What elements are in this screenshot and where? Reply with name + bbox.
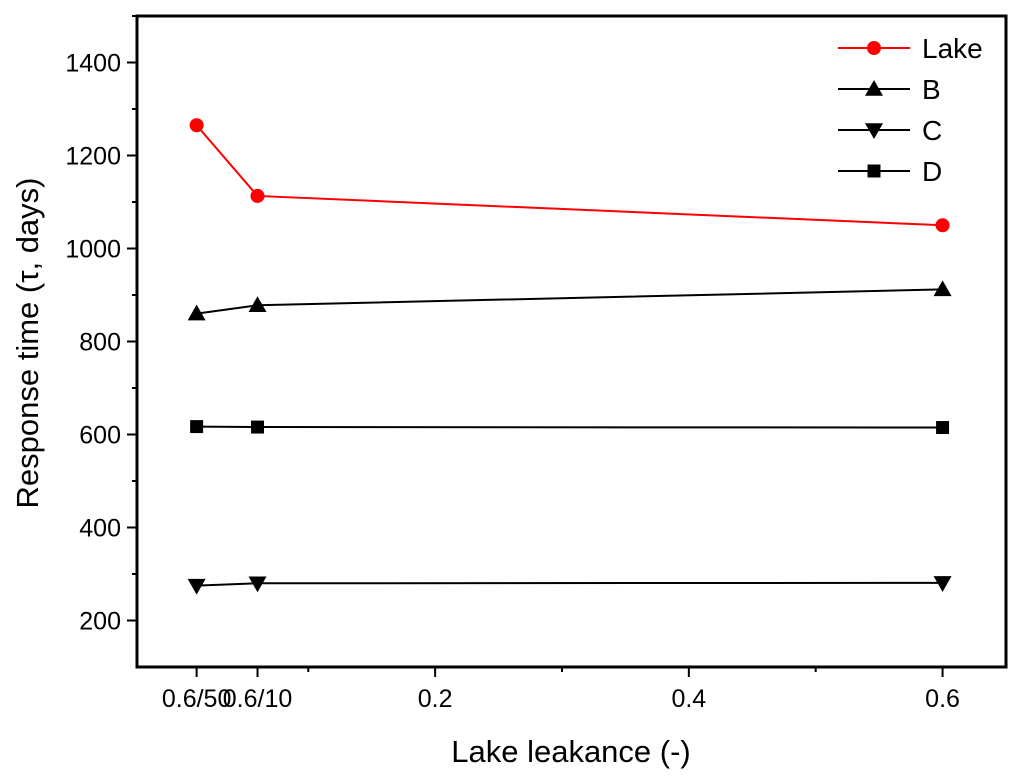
series-line bbox=[195, 124, 943, 227]
y-tick-label: 1000 bbox=[65, 236, 121, 264]
legend-label: D bbox=[922, 156, 942, 187]
x-tick-label: 0.6/10 bbox=[223, 685, 293, 713]
data-point bbox=[187, 304, 206, 321]
data-point bbox=[933, 576, 952, 592]
y-axis-title: Response time (τ, days) bbox=[10, 178, 45, 509]
y-tick-label: 200 bbox=[79, 608, 121, 636]
y-tick-label: 400 bbox=[79, 515, 121, 543]
legend-marker bbox=[867, 164, 881, 178]
x-tick-label: 0.4 bbox=[671, 685, 706, 713]
legend-label: C bbox=[922, 115, 942, 146]
legend-item-lake: Lake bbox=[838, 33, 983, 64]
series-line bbox=[196, 425, 943, 429]
x-tick-label: 0.2 bbox=[418, 685, 453, 713]
legend-marker bbox=[865, 123, 883, 139]
data-point bbox=[187, 578, 206, 595]
data-point bbox=[933, 280, 952, 297]
y-tick-label: 800 bbox=[79, 329, 121, 357]
legend-marker bbox=[865, 80, 883, 96]
data-point bbox=[189, 118, 204, 133]
series-lake bbox=[189, 118, 950, 233]
legend-label: Lake bbox=[922, 33, 983, 64]
series-line bbox=[196, 581, 943, 587]
data-point bbox=[936, 421, 950, 435]
data-point bbox=[250, 188, 265, 203]
legend-item-b: B bbox=[838, 74, 941, 105]
series-b bbox=[187, 280, 952, 321]
data-point bbox=[935, 218, 950, 233]
y-tick-label: 1400 bbox=[65, 50, 121, 78]
legend-item-d: D bbox=[838, 156, 942, 187]
data-point bbox=[248, 576, 267, 593]
plot-frame bbox=[135, 14, 1008, 669]
x-tick-label: 0.6/50 bbox=[162, 685, 232, 713]
legend-marker bbox=[866, 40, 882, 56]
series-c bbox=[187, 576, 952, 595]
data-point bbox=[251, 420, 264, 434]
legend-label: B bbox=[922, 74, 941, 105]
y-tick-label: 1200 bbox=[65, 143, 121, 171]
data-point bbox=[190, 420, 204, 434]
legend-item-c: C bbox=[838, 115, 942, 146]
series-d bbox=[190, 420, 950, 435]
x-axis-title: Lake leakance (-) bbox=[451, 734, 691, 769]
series-line bbox=[196, 288, 943, 315]
x-tick-label: 0.6 bbox=[925, 685, 960, 713]
y-tick-label: 600 bbox=[79, 422, 121, 450]
data-point bbox=[248, 296, 267, 312]
